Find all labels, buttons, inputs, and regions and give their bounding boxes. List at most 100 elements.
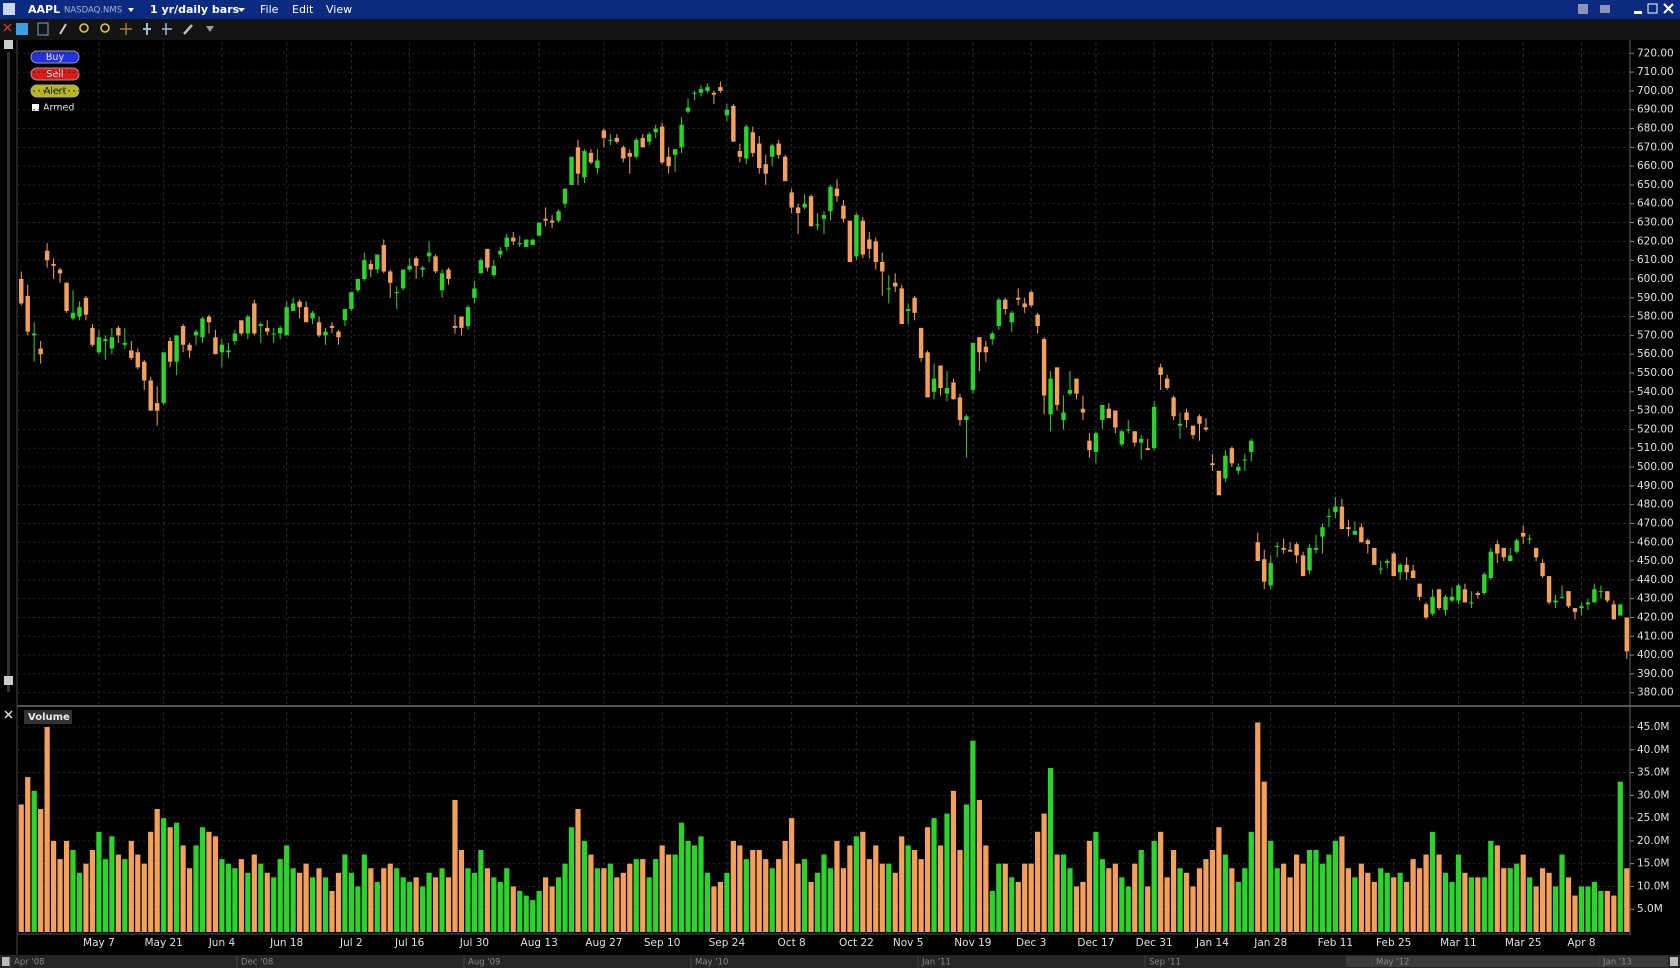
volume-bar — [458, 850, 465, 932]
volume-bar — [1455, 854, 1462, 932]
y-tick-label: 480.00 — [1637, 499, 1674, 511]
y-tick-label: 580.00 — [1637, 311, 1674, 323]
y-tick-label: 680.00 — [1637, 123, 1674, 135]
candle-body — [1482, 574, 1487, 594]
candle-body — [1423, 604, 1429, 618]
candle-body — [802, 203, 807, 208]
volume-bar — [581, 840, 588, 932]
candle-body — [323, 331, 328, 336]
armed-label[interactable]: Armed — [43, 103, 74, 114]
volume-bar — [471, 872, 478, 932]
candle-body — [744, 126, 749, 159]
tool-zoom-out[interactable] — [100, 23, 110, 33]
volume-bar — [1151, 840, 1157, 932]
candle-body — [135, 352, 140, 368]
volume-bar — [594, 868, 601, 932]
dropdown-arrow[interactable] — [128, 8, 134, 12]
buy-label[interactable]: Buy — [46, 52, 65, 63]
candle-body — [1287, 549, 1293, 552]
volume-bar — [1054, 854, 1060, 932]
volume-bar — [1041, 813, 1047, 932]
candle-body — [893, 282, 898, 287]
sell-label[interactable]: Sell — [46, 69, 63, 80]
candle-body — [478, 260, 484, 274]
candle-body — [1397, 564, 1403, 573]
buy-button[interactable] — [30, 50, 80, 64]
window-icon[interactable] — [1600, 5, 1610, 13]
candle-body — [1520, 532, 1526, 537]
navigator-thumb[interactable] — [1346, 956, 1668, 967]
candle-body — [672, 149, 678, 155]
minimize[interactable] — [1634, 11, 1642, 14]
volume-bar — [1138, 850, 1144, 932]
candle-body — [983, 346, 989, 353]
candle-body — [400, 269, 406, 289]
candle-body — [770, 145, 775, 157]
candle-body — [996, 299, 1001, 326]
candle-body — [1559, 596, 1565, 598]
toolbar-close[interactable] — [3, 23, 12, 32]
tool-settings[interactable] — [183, 24, 193, 35]
tool-zoom-in[interactable] — [79, 23, 89, 33]
volume-bar — [51, 840, 57, 932]
volume-bar — [633, 859, 639, 932]
armed-checkbox[interactable] — [32, 104, 39, 111]
volume-bar — [1300, 863, 1306, 932]
x-tick-label: Jun 4 — [208, 937, 236, 949]
volume-bar — [277, 859, 283, 932]
tool-icon[interactable] — [59, 23, 67, 35]
tool-icon[interactable] — [37, 22, 49, 36]
volume-bar — [1035, 831, 1041, 932]
candle-body — [1048, 378, 1053, 415]
tool-icon[interactable] — [16, 23, 28, 35]
nav-right[interactable] — [1670, 957, 1678, 966]
tool-icon[interactable] — [143, 23, 151, 35]
candle-body — [1003, 299, 1008, 310]
tool-crosshair[interactable] — [120, 23, 132, 35]
candle-body — [1223, 455, 1228, 479]
candle-body — [129, 350, 134, 358]
scroll-down[interactable] — [4, 676, 13, 685]
y-tick-label: 640.00 — [1637, 198, 1674, 210]
volume-bar — [219, 859, 225, 932]
menu-file[interactable]: File — [260, 3, 279, 16]
maximize[interactable] — [1647, 3, 1658, 14]
volume-bar — [128, 840, 134, 932]
volume-bar — [886, 863, 892, 932]
volume-bar — [31, 790, 37, 932]
menu-view[interactable]: View — [326, 3, 352, 16]
toolbar — [0, 19, 1680, 40]
tool-icon[interactable] — [162, 23, 172, 35]
volume-bar — [407, 881, 413, 932]
volume-close[interactable] — [4, 710, 13, 719]
menu-edit[interactable]: Edit — [292, 3, 314, 16]
volume-bar — [1578, 886, 1585, 932]
volume-bar — [1112, 863, 1118, 932]
nav-left[interactable] — [2, 957, 10, 966]
alert-label[interactable]: Alert — [44, 86, 67, 97]
close[interactable] — [1663, 3, 1674, 14]
dropdown-arrow[interactable] — [238, 8, 245, 12]
tool-more[interactable] — [206, 26, 214, 32]
candle-body — [608, 139, 613, 141]
candle-body — [1320, 527, 1325, 537]
volume-bar — [1365, 872, 1371, 932]
y-tick-label: 430.00 — [1637, 593, 1674, 605]
x-tick-label: Jun 18 — [269, 937, 303, 949]
vertical-scroll[interactable] — [7, 52, 10, 692]
candle-body — [698, 89, 704, 93]
volume-bar — [212, 836, 219, 932]
candle-body — [627, 152, 632, 157]
candle-body — [1035, 314, 1040, 326]
y-tick-label: 710.00 — [1637, 66, 1674, 78]
volume-bar — [1540, 868, 1546, 932]
sell-button[interactable] — [30, 67, 80, 81]
period[interactable]: 1 yr/daily bars — [150, 3, 240, 16]
symbol[interactable]: AAPL — [28, 3, 60, 16]
x-tick-label: Mar 11 — [1440, 937, 1477, 949]
scroll-up[interactable] — [4, 40, 13, 49]
candle-body — [167, 341, 173, 362]
window-icon[interactable] — [1578, 4, 1588, 14]
y-tick-label: 660.00 — [1637, 160, 1674, 172]
